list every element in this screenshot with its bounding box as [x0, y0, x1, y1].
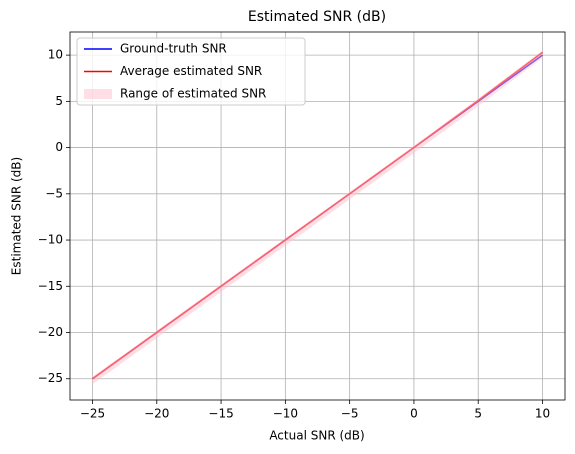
x-axis-label: Actual SNR (dB)	[269, 429, 364, 443]
y-tick-label: 10	[48, 48, 63, 62]
y-tick-label: −5	[45, 186, 63, 200]
y-tick-label: −25	[38, 371, 63, 385]
legend-box	[76, 37, 306, 106]
y-tick-label: −10	[38, 233, 63, 247]
legend-label: Range of estimated SNR	[120, 87, 266, 101]
grid	[70, 32, 565, 400]
y-tick-label: −15	[38, 279, 63, 293]
legend: Ground-truth SNR Average estimated SNR Ran…	[76, 37, 306, 106]
x-tick-label: 0	[410, 407, 418, 421]
x-tick-label: 10	[535, 407, 550, 421]
x-tick-label: −5	[341, 407, 359, 421]
x-tick-label: 5	[474, 407, 482, 421]
plot-frame	[69, 31, 566, 401]
legend-label: Ground-truth SNR	[120, 42, 227, 56]
x-tick-label: −25	[80, 407, 105, 421]
legend-swatch	[84, 89, 112, 99]
chart-title: Estimated SNR (dB)	[248, 9, 386, 25]
x-tick-label: −15	[208, 407, 233, 421]
x-tick-label: −10	[273, 407, 298, 421]
y-tick-label: 0	[55, 140, 63, 154]
y-tick-label: 5	[55, 94, 63, 108]
legend-label: Average estimated SNR	[120, 64, 262, 78]
x-tick-label: −20	[144, 407, 169, 421]
y-axis-label: Estimated SNR (dB)	[10, 157, 24, 275]
range-band	[92, 50, 543, 385]
y-tick-label: −20	[38, 325, 63, 339]
